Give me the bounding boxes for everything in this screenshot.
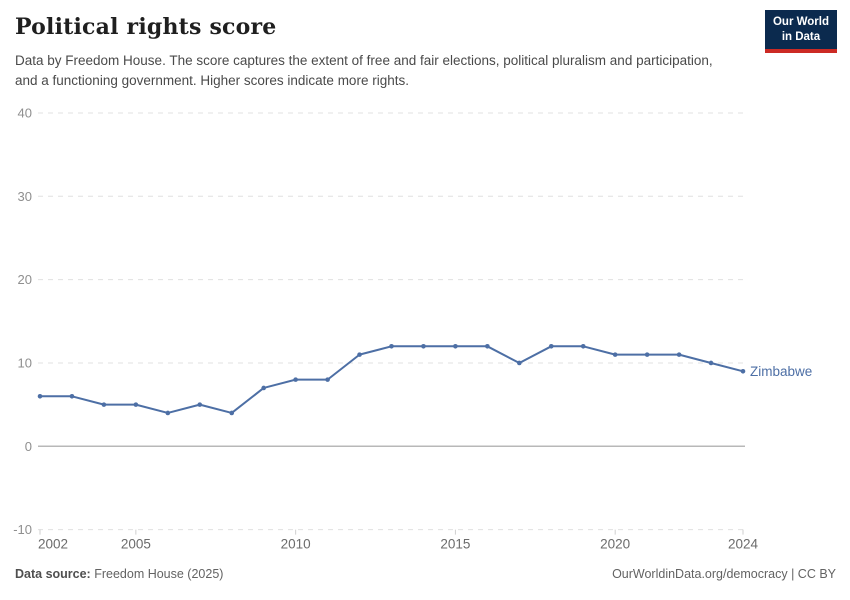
data-point[interactable]: [325, 377, 330, 382]
y-axis-tick-label: 0: [25, 439, 32, 454]
data-point[interactable]: [548, 344, 554, 349]
y-axis-tick-label: 40: [18, 105, 32, 120]
data-point[interactable]: [101, 402, 107, 407]
logo-line-1: Our World: [772, 16, 829, 28]
series-line: [40, 345, 744, 414]
data-point[interactable]: [37, 394, 43, 399]
page-title: Political rights score: [15, 14, 277, 40]
data-point[interactable]: [612, 352, 618, 357]
data-point[interactable]: [389, 344, 394, 349]
chart-footer: Data source: Freedom House (2025) OurWor…: [15, 567, 836, 581]
footer-link[interactable]: OurWorldinData.org/democracy | CC BY: [612, 567, 836, 581]
data-source-label: Data source:: [15, 567, 91, 581]
data-point[interactable]: [517, 360, 522, 366]
data-point[interactable]: [676, 352, 682, 357]
y-axis-tick-label: 30: [18, 189, 32, 204]
data-point[interactable]: [293, 377, 298, 382]
x-axis-tick-label: 2010: [281, 537, 311, 552]
data-point[interactable]: [197, 402, 203, 407]
data-source-value: Freedom House (2025): [90, 567, 224, 581]
data-point[interactable]: [453, 344, 458, 349]
owid-logo[interactable]: Our World in Data: [764, 10, 837, 53]
x-axis-tick-label: 2015: [440, 537, 470, 552]
data-point[interactable]: [485, 344, 490, 349]
data-point[interactable]: [644, 352, 650, 357]
data-point[interactable]: [165, 410, 171, 416]
data-source: Data source: Freedom House (2025): [15, 567, 223, 581]
data-point[interactable]: [357, 352, 362, 357]
chart-subtitle: Data by Freedom House. The score capture…: [15, 53, 713, 89]
x-axis-tick-label: 2005: [121, 537, 151, 552]
data-point[interactable]: [133, 402, 139, 407]
data-point[interactable]: [229, 410, 235, 416]
data-point[interactable]: [708, 360, 714, 366]
data-point[interactable]: [580, 344, 586, 349]
x-axis-tick-label: 2020: [600, 537, 630, 552]
data-point[interactable]: [421, 344, 426, 349]
y-axis-tick-label: -10: [13, 522, 32, 537]
logo-line-2: in Data: [781, 30, 821, 43]
x-axis-tick-label: 2024: [728, 537, 759, 552]
y-axis-tick-label: 10: [18, 355, 32, 370]
data-point[interactable]: [261, 385, 266, 391]
data-point[interactable]: [69, 394, 75, 399]
y-axis-tick-label: 20: [18, 272, 32, 287]
data-point[interactable]: [740, 369, 746, 374]
x-axis-tick-label: 2002: [38, 537, 68, 552]
entity-label[interactable]: Zimbabwe: [750, 364, 812, 379]
